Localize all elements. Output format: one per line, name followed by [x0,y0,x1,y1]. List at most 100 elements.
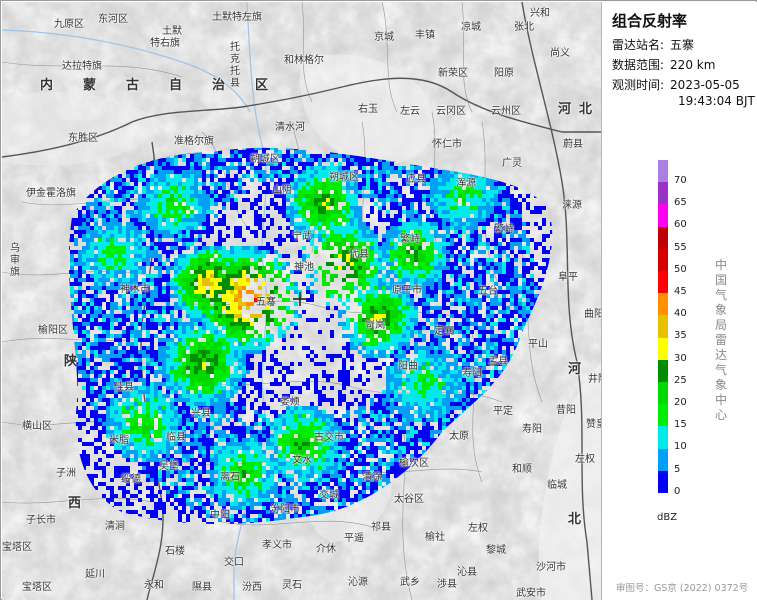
echo-cell [90,194,94,198]
echo-cell [238,190,242,194]
echo-cell [182,242,186,246]
echo-cell [350,242,354,246]
echo-cell [518,314,522,318]
echo-cell [222,162,226,166]
echo-cell [502,226,506,230]
echo-cell [374,346,378,350]
echo-cell [166,278,170,282]
echo-cell [426,190,430,194]
echo-cell [366,306,370,310]
echo-cell [342,286,346,290]
echo-cell [418,238,422,242]
echo-cell [518,242,522,246]
echo-cell [90,214,94,218]
echo-cell [310,238,314,242]
echo-cell [378,218,382,222]
echo-cell [414,282,418,286]
echo-cell [382,314,386,318]
echo-cell [234,286,238,290]
echo-cell [370,306,374,310]
echo-cell [186,242,190,246]
echo-cell [402,286,406,290]
echo-cell [370,238,374,242]
echo-cell [178,330,182,334]
echo-cell [130,258,134,262]
echo-cell [202,346,206,350]
echo-cell [310,214,314,218]
echo-cell [226,190,230,194]
echo-cell [242,334,246,338]
echo-cell [234,234,238,238]
echo-cell [286,190,290,194]
echo-cell [86,302,90,306]
echo-cell [170,178,174,182]
echo-cell [490,258,494,262]
echo-cell [102,322,106,326]
echo-cell [430,282,434,286]
echo-cell [150,274,154,278]
echo-cell [430,186,434,190]
echo-cell [526,206,530,210]
echo-cell [334,254,338,258]
echo-cell [454,202,458,206]
echo-cell [450,214,454,218]
echo-cell [350,198,354,202]
echo-cell [502,210,506,214]
echo-cell [206,354,210,358]
echo-cell [502,266,506,270]
echo-cell [386,226,390,230]
echo-cell [518,302,522,306]
echo-cell [290,222,294,226]
echo-cell [86,338,90,342]
echo-cell [234,250,238,254]
echo-cell [122,362,126,366]
echo-cell [146,246,150,250]
echo-cell [350,266,354,270]
echo-cell [98,194,102,198]
echo-cell [154,286,158,290]
echo-cell [490,318,494,322]
echo-cell [178,254,182,258]
echo-cell [162,298,166,302]
echo-cell [114,358,118,362]
echo-cell [422,198,426,202]
echo-cell [322,238,326,242]
echo-cell [146,230,150,234]
echo-cell [78,222,82,226]
echo-cell [298,270,302,274]
echo-cell [162,274,166,278]
echo-cell [318,218,322,222]
echo-cell [154,242,158,246]
echo-cell [182,282,186,286]
echo-cell [330,246,334,250]
echo-cell [478,330,482,334]
echo-cell [126,170,130,174]
echo-cell [390,222,394,226]
echo-cell [142,210,146,214]
echo-cell [286,290,290,294]
echo-cell [346,250,350,254]
echo-cell [438,218,442,222]
echo-cell [494,186,498,190]
echo-cell [150,162,154,166]
echo-cell [414,254,418,258]
echo-cell [414,218,418,222]
echo-cell [294,214,298,218]
echo-cell [378,282,382,286]
echo-cell [86,238,90,242]
echo-cell [526,270,530,274]
echo-cell [74,350,78,354]
echo-cell [246,366,250,370]
echo-cell [422,234,426,238]
echo-cell [370,270,374,274]
echo-cell [162,346,166,350]
echo-cell [550,246,553,250]
echo-cell [298,250,302,254]
echo-cell [526,282,530,286]
echo-cell [482,214,486,218]
echo-cell [482,198,486,202]
echo-cell [190,198,194,202]
echo-cell [106,302,110,306]
echo-cell [86,294,90,298]
echo-cell [214,282,218,286]
